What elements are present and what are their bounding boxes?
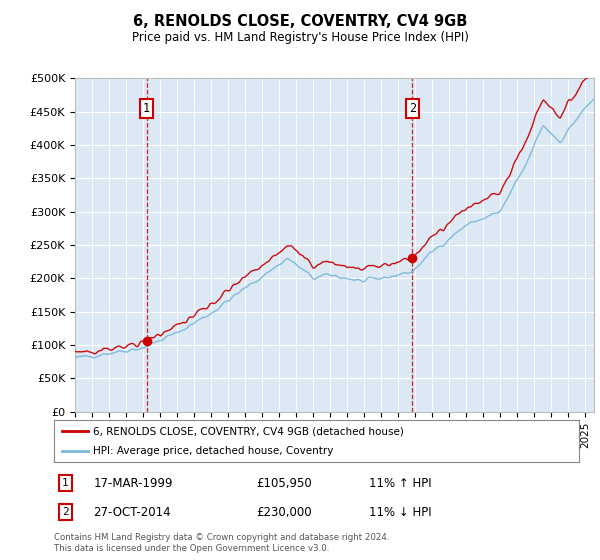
Text: 6, RENOLDS CLOSE, COVENTRY, CV4 9GB: 6, RENOLDS CLOSE, COVENTRY, CV4 9GB — [133, 14, 467, 29]
Text: 11% ↓ HPI: 11% ↓ HPI — [369, 506, 431, 519]
Text: Contains HM Land Registry data © Crown copyright and database right 2024.
This d: Contains HM Land Registry data © Crown c… — [54, 533, 389, 553]
Text: 2: 2 — [62, 507, 69, 517]
Text: Price paid vs. HM Land Registry's House Price Index (HPI): Price paid vs. HM Land Registry's House … — [131, 31, 469, 44]
Text: £230,000: £230,000 — [256, 506, 312, 519]
Text: 6, RENOLDS CLOSE, COVENTRY, CV4 9GB (detached house): 6, RENOLDS CLOSE, COVENTRY, CV4 9GB (det… — [94, 426, 404, 436]
Text: 27-OCT-2014: 27-OCT-2014 — [94, 506, 171, 519]
Text: 17-MAR-1999: 17-MAR-1999 — [94, 477, 173, 490]
Text: 2: 2 — [409, 102, 416, 115]
Text: £105,950: £105,950 — [256, 477, 312, 490]
Text: HPI: Average price, detached house, Coventry: HPI: Average price, detached house, Cove… — [94, 446, 334, 456]
Text: 1: 1 — [62, 478, 69, 488]
Text: 11% ↑ HPI: 11% ↑ HPI — [369, 477, 431, 490]
Text: 1: 1 — [143, 102, 150, 115]
